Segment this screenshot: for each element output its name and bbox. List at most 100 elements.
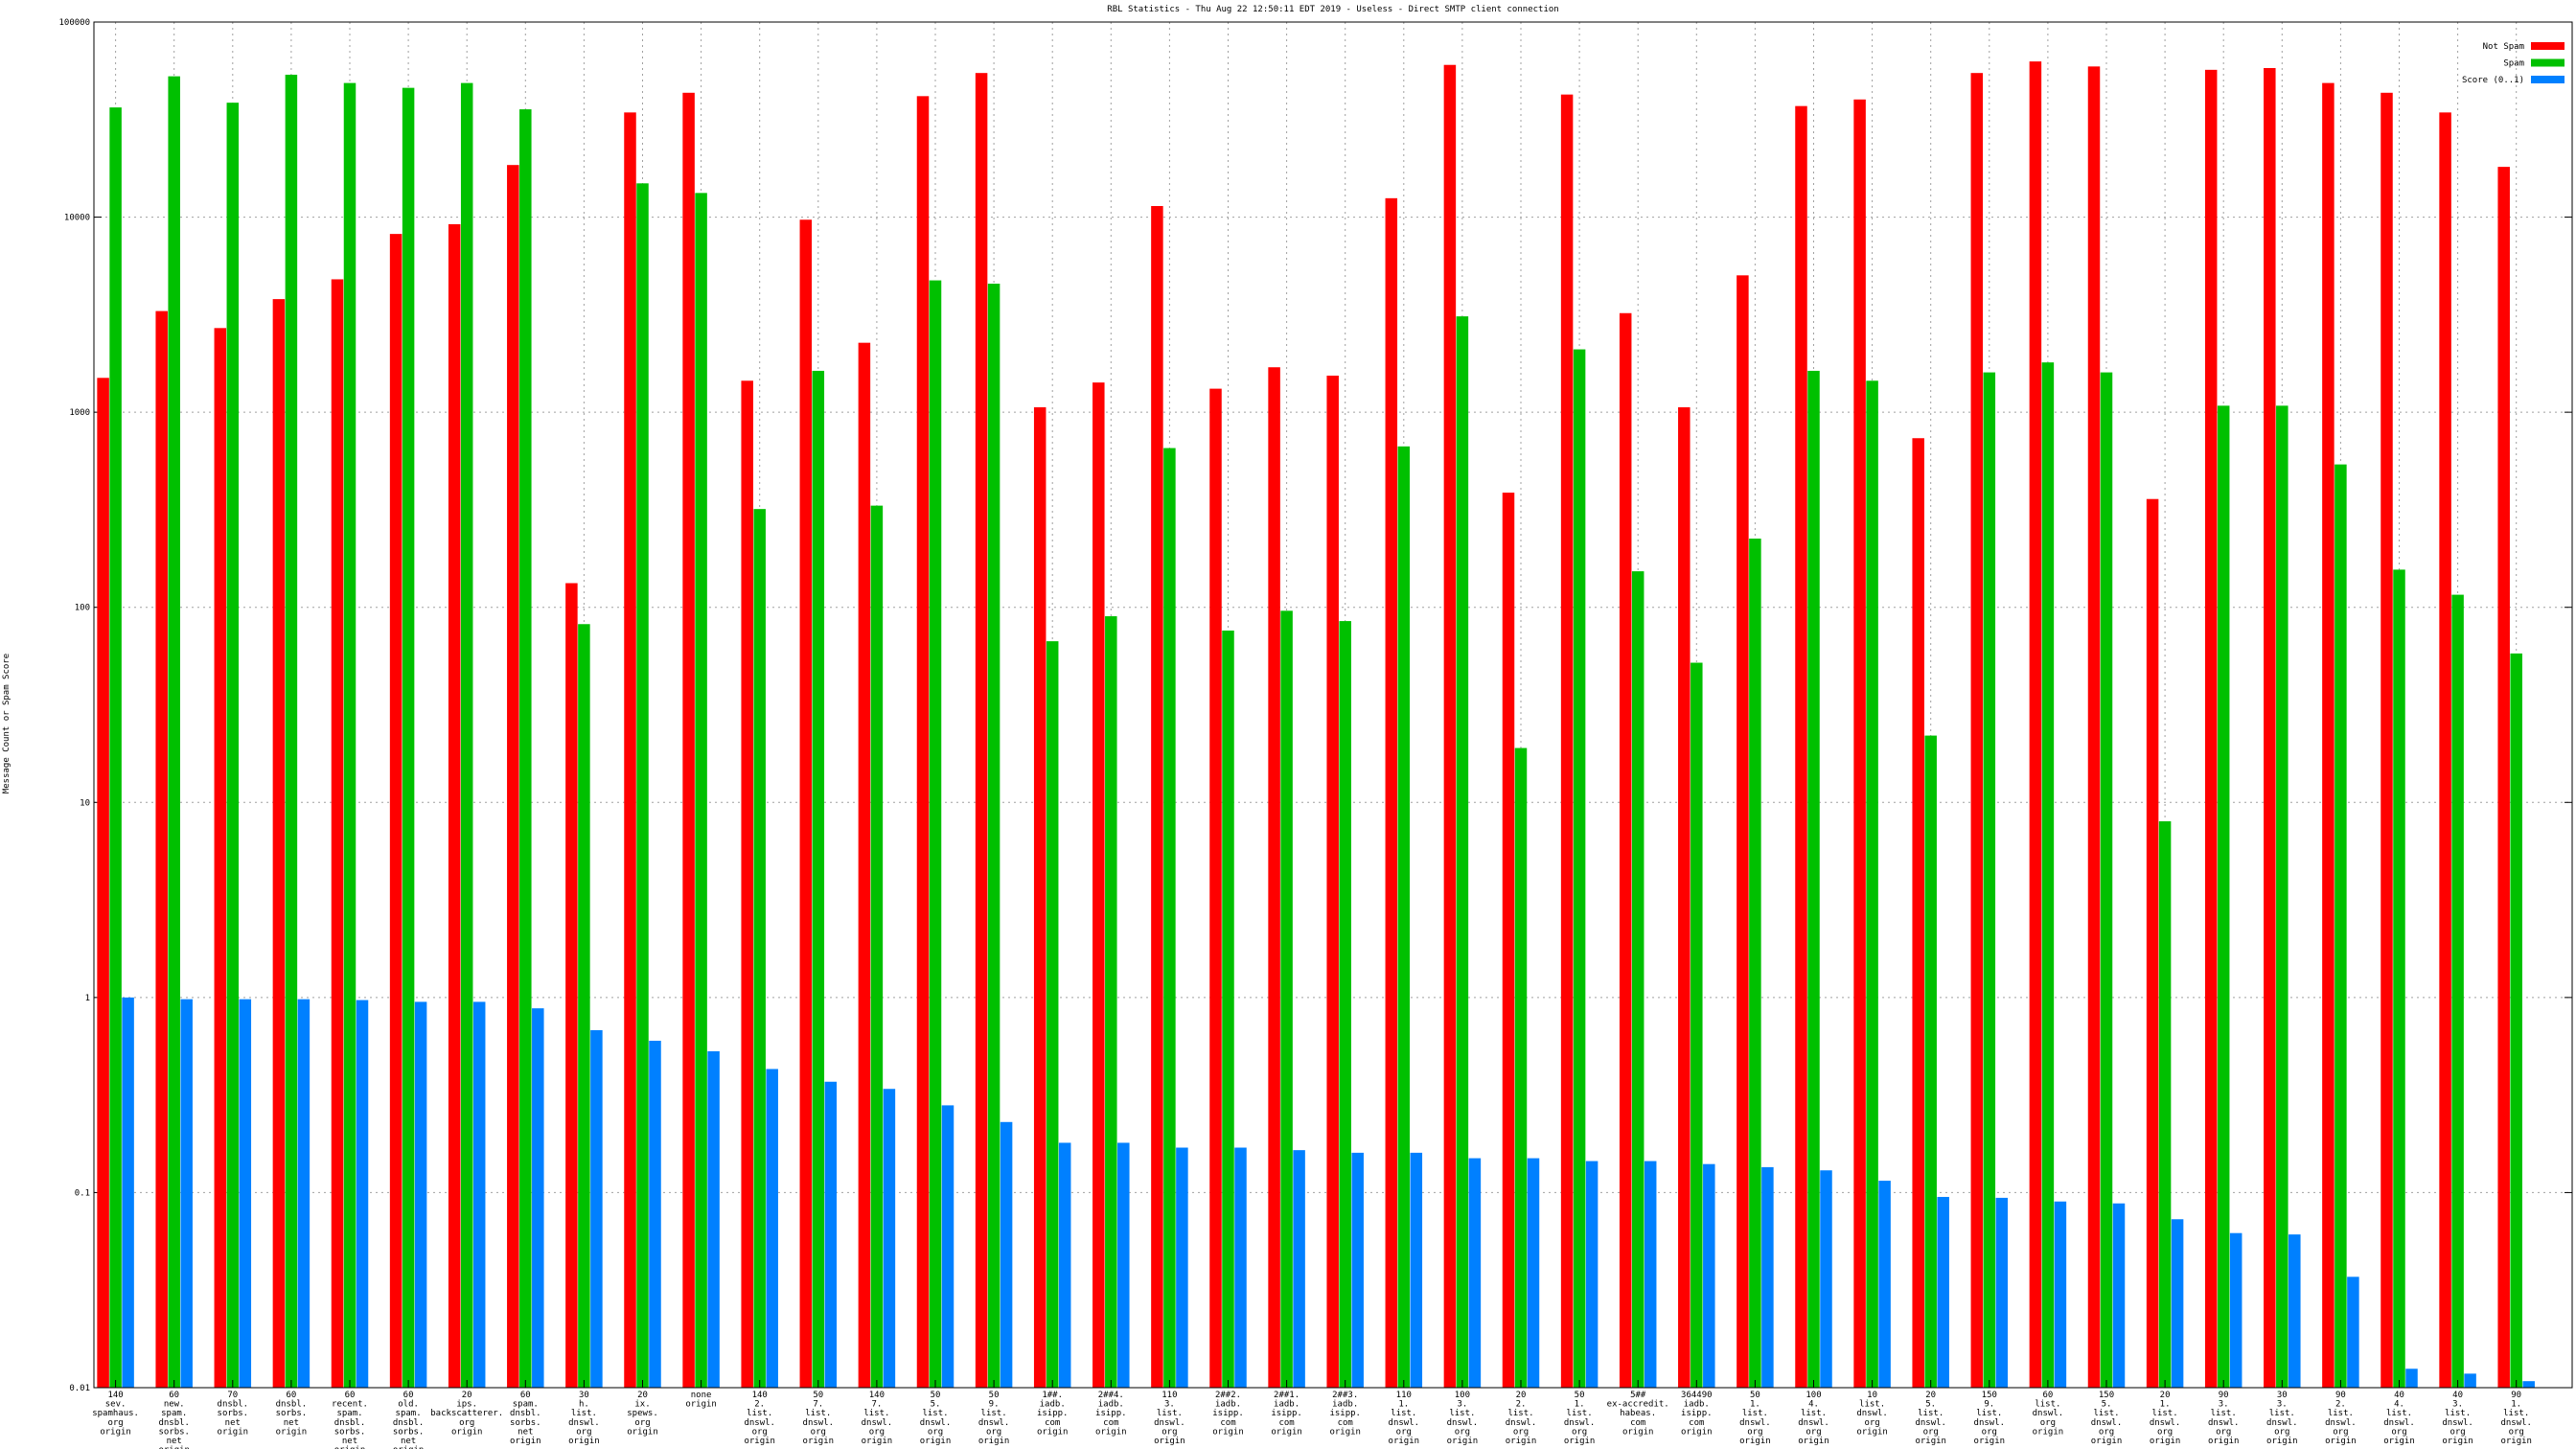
bar [272,299,286,1388]
bar [1795,105,1807,1388]
bar [1853,99,1866,1389]
bar [356,1000,369,1388]
x-tick-label: 2##3. iadb. isipp. com origin [1329,1391,1361,1437]
bar [180,999,193,1388]
bar [649,1041,661,1388]
bar [636,183,649,1388]
bar [1268,367,1280,1389]
bar [1092,382,1105,1388]
chart-title: RBL Statistics - Thu Aug 22 12:50:11 EDT… [1107,5,1558,14]
x-tick-label: 1##. iadb. isipp. com origin [1037,1391,1069,1437]
bar [389,234,402,1389]
y-tick-label: 100000 [58,18,90,28]
bar [2439,112,2451,1388]
bar [1749,539,1761,1388]
bar [975,73,988,1389]
x-tick-label: 90 1. list. dnswl. org origin [2500,1391,2532,1446]
x-tick-label: 364490 iadb. isipp. com origin [1681,1391,1713,1437]
bar [1619,312,1632,1388]
x-tick-label: 2##2. iadb. isipp. com origin [1212,1391,1244,1437]
bar [929,280,942,1388]
y-tick-label: 0.01 [69,1384,90,1393]
x-tick-label: 30 h. list. dnswl. org origin [568,1391,600,1446]
bar [343,82,356,1388]
bar [741,380,753,1388]
bar [2100,372,2113,1389]
bar [2405,1368,2418,1388]
bar [1163,448,1176,1388]
bar [1234,1147,1247,1388]
bar [1468,1158,1482,1388]
bar [824,1081,838,1388]
bar [916,96,930,1388]
bar [155,310,168,1388]
bar [1678,406,1690,1388]
bar [1585,1161,1598,1388]
bar [1456,316,1469,1388]
x-tick-label: 60 spam. dnsbl. sorbs. net origin [510,1391,541,1446]
bar [1339,621,1351,1388]
bar [1443,64,1457,1389]
y-tick-label: 1 [85,994,90,1003]
bar [1351,1152,1364,1388]
bar [1983,372,1996,1389]
bar [883,1089,896,1388]
bar [1560,94,1574,1388]
bar [2041,362,2055,1389]
bar [532,1008,544,1388]
bar [1105,616,1117,1388]
bar [2276,405,2288,1388]
bar [2029,61,2042,1389]
x-tick-label: 150 9. list. dnswl. org origin [1974,1391,2006,1446]
x-tick-label: 100 4. list. dnswl. org origin [1798,1391,1829,1446]
bar [1995,1197,2009,1388]
x-tick-label: 140 7. list. dnswl. org origin [862,1391,893,1446]
x-tick-label: 20 ix. spews. org origin [627,1391,658,1437]
bar [707,1050,720,1388]
y-axis-label: Message Count or Spam Score [2,654,12,794]
legend-label: Score (0..1) [2462,76,2524,85]
bar [1222,630,1234,1388]
bar [414,1001,427,1388]
bar [239,999,252,1388]
bar [858,342,871,1389]
x-tick-label: 110 1. list. dnswl. org origin [1389,1391,1420,1446]
bar [1703,1163,1715,1388]
bar [799,219,813,1389]
legend-label: Not Spam [2483,42,2524,52]
bar [448,223,461,1388]
y-tick-label: 10000 [64,214,90,223]
x-tick-label: 140 2. list. dnswl. org origin [744,1391,775,1446]
bar [2087,66,2101,1389]
bar [1326,375,1339,1388]
bar [1761,1166,1774,1388]
bar [460,82,473,1388]
x-tick-label: 140 sev. spamhaus. org origin [92,1391,139,1437]
bar [1820,1170,1832,1388]
bar [1514,748,1528,1388]
y-tick-label: 0.1 [75,1188,90,1198]
x-tick-label: 50 7. list. dnswl. org origin [803,1391,835,1446]
bar [2288,1234,2301,1388]
bar [578,624,590,1388]
legend-label: Spam [2503,59,2524,69]
x-tick-label: none origin [685,1391,717,1410]
bar [682,92,695,1388]
y-tick-label: 1000 [69,408,90,418]
bar [2322,82,2334,1388]
bar [2522,1381,2535,1388]
bar [1176,1147,1188,1388]
bar [2217,405,2230,1388]
bar [1046,641,1059,1388]
bar [1293,1150,1305,1388]
bar [297,999,310,1388]
x-tick-label: 10 list. dnswl. org origin [1856,1391,1888,1437]
bar [2054,1201,2067,1388]
bar [1631,571,1644,1388]
bar [2158,821,2172,1388]
x-tick-label: 2##1. iadb. isipp. com origin [1271,1391,1302,1437]
x-tick-label: 40 3. list. dnswl. org origin [2442,1391,2473,1446]
bar [1912,438,1924,1388]
bar [122,997,134,1388]
